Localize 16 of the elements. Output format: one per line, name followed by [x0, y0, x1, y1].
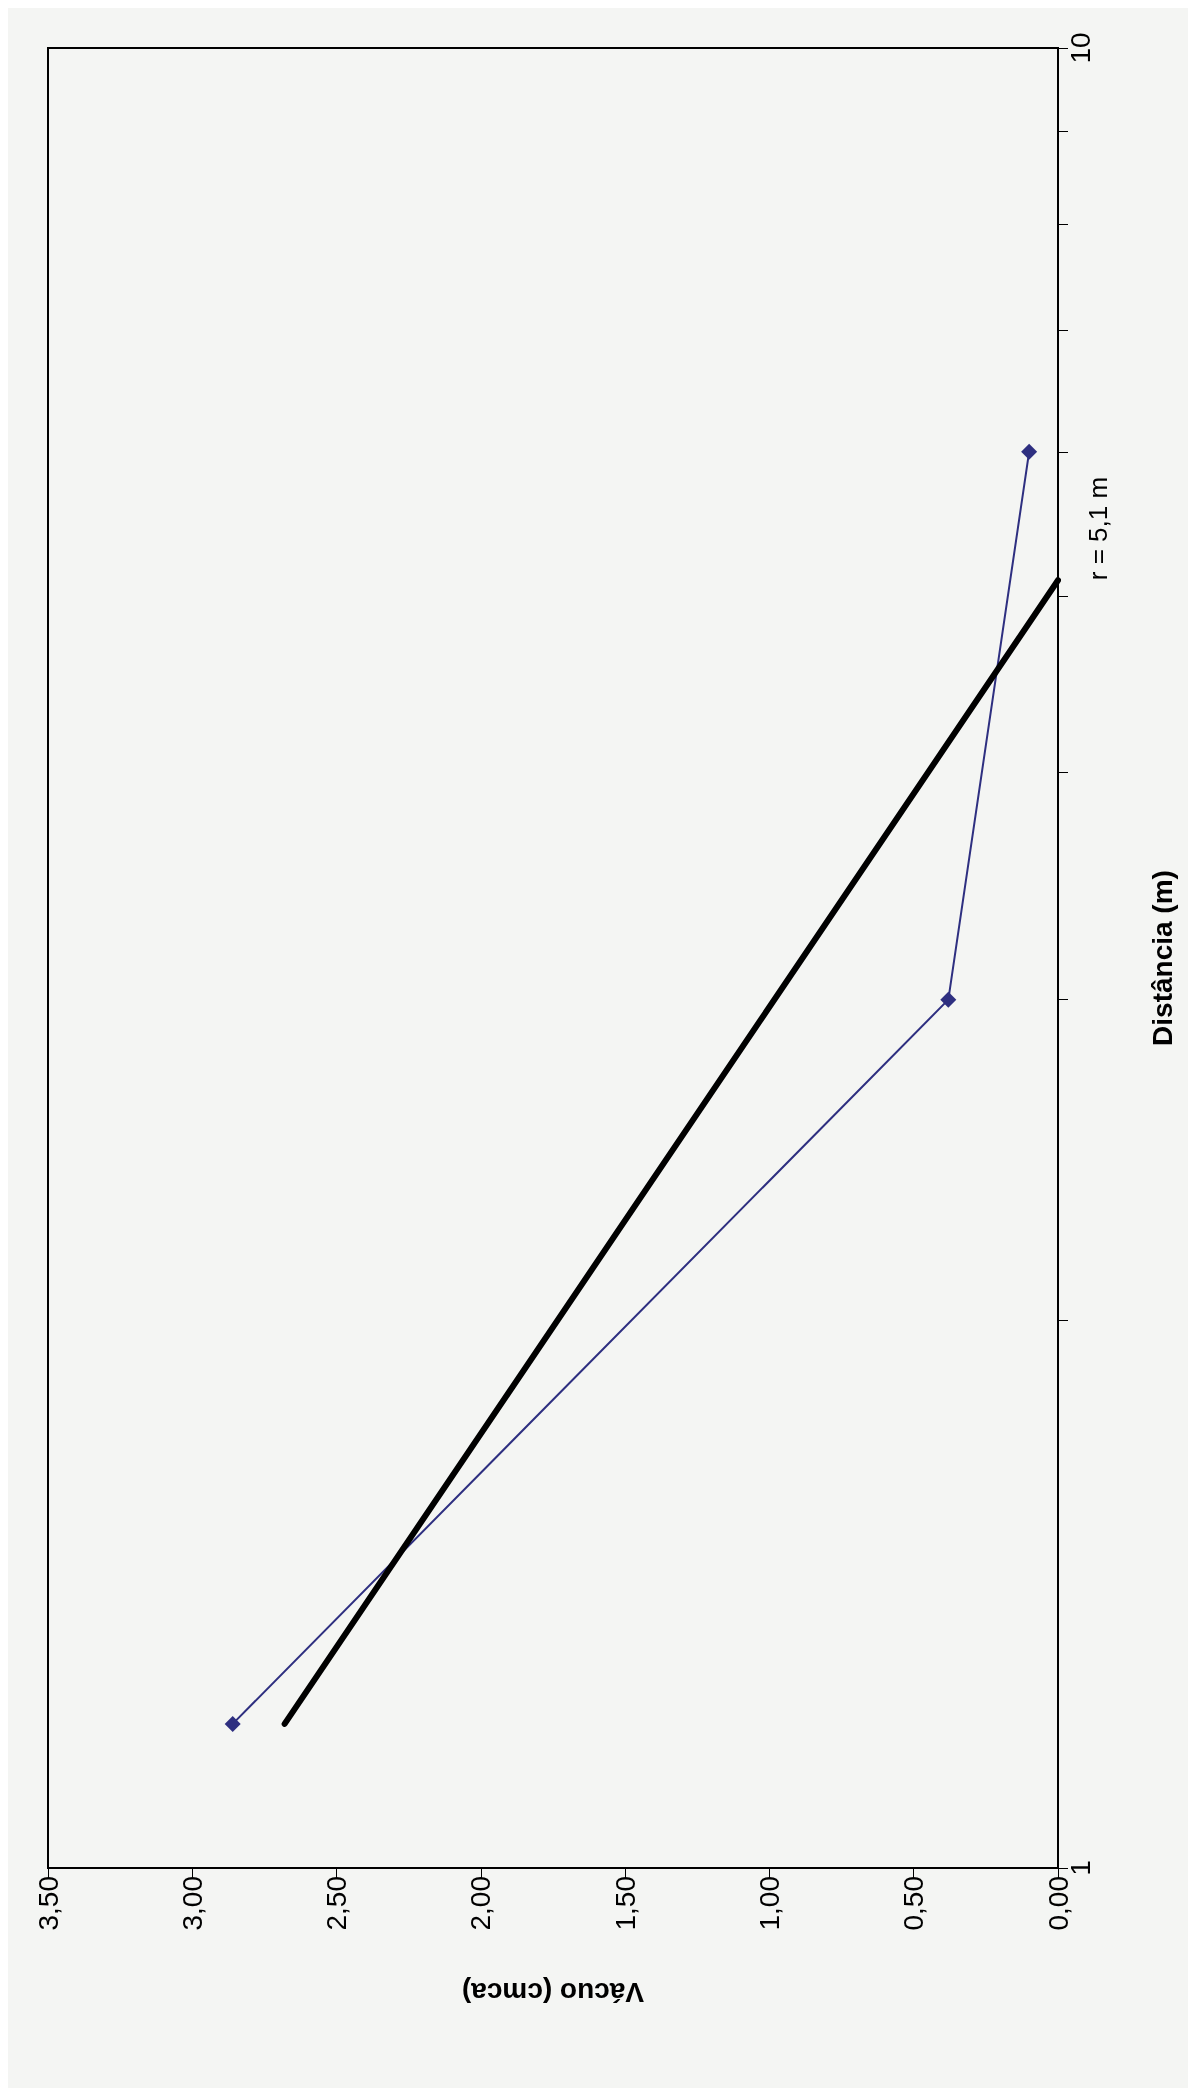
y-tick-label: 1	[1064, 1860, 1096, 1876]
x-tick-label: 1,00	[753, 1876, 785, 1931]
x-tick-label: 1,50	[609, 1876, 641, 1931]
x-axis-title: Vácuo (cmca)	[461, 1976, 645, 2008]
point	[940, 991, 957, 1008]
x-tick-label: 3,50	[32, 1876, 64, 1931]
point	[224, 1715, 241, 1732]
x-tick-label: 2,50	[321, 1876, 353, 1931]
x-tick-label: 2,00	[465, 1876, 497, 1931]
y-axis-title: Distância (m)	[1146, 870, 1178, 1046]
x-tick-label: 0,00	[1042, 1876, 1074, 1931]
annotation: r = 5,1 m	[1083, 476, 1113, 581]
y-tick-label: 10	[1064, 32, 1096, 64]
x-tick-label: 0,50	[898, 1876, 930, 1931]
x-tick-label: 3,00	[176, 1876, 208, 1931]
point	[1021, 443, 1038, 460]
